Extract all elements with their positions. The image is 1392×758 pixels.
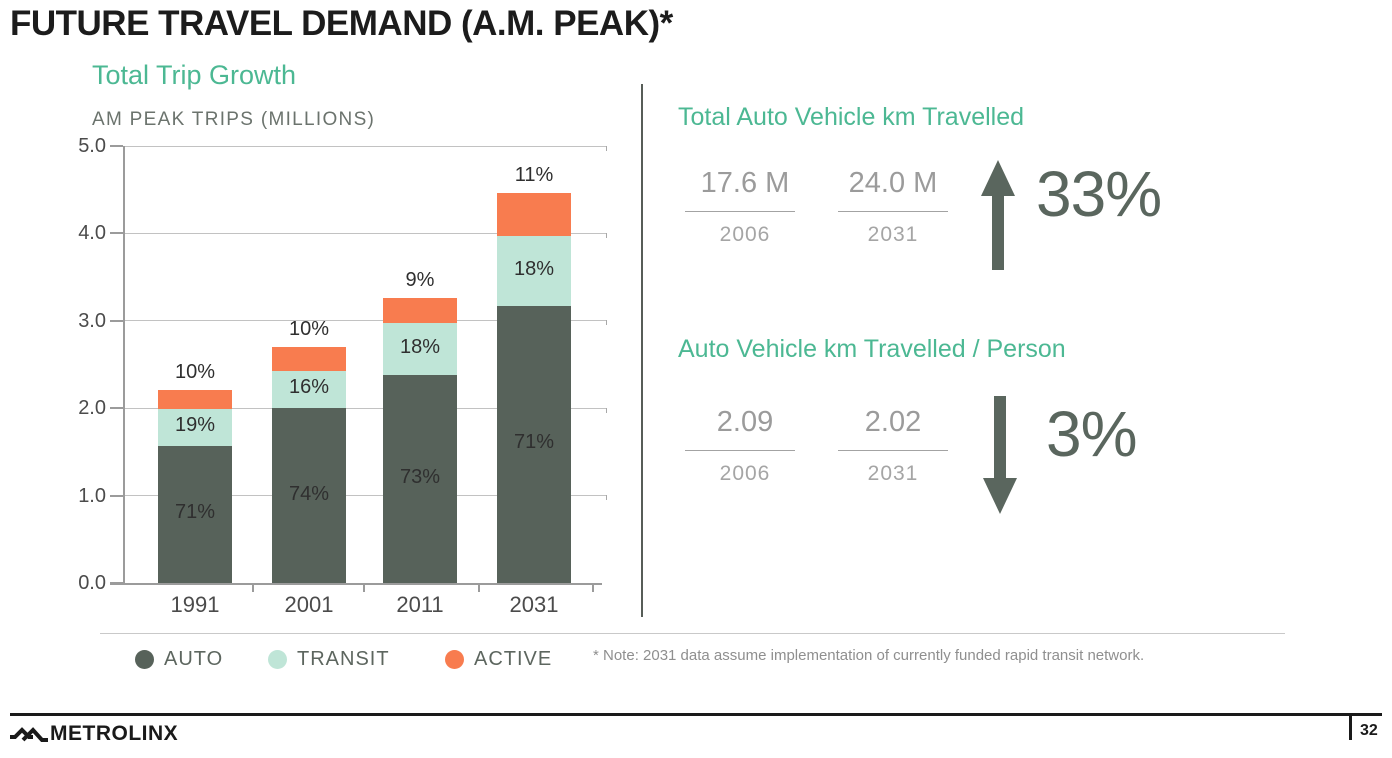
y-tick-label: 0.0 [78,572,106,594]
gridline-end-tick [606,232,607,238]
gridline-end-tick [606,145,607,151]
y-axis-tick [110,407,123,410]
page-number-tick [1349,713,1352,740]
x-axis-tick [478,584,480,592]
y-tick-label: 5.0 [78,135,106,157]
y-axis-tick [110,494,123,497]
active-percent-label: 10% [174,360,216,383]
y-gridline [123,495,607,497]
stat-underline [685,450,795,451]
footer-rule [10,713,1382,716]
x-category-label: 2001 [284,592,334,617]
bar-segment-active [383,298,457,324]
chart-title: Total Trip Growth [92,60,297,90]
auto-percent-label: 74% [288,482,330,505]
y-tick-label: 4.0 [78,222,106,245]
page-number: 32 [1360,722,1378,739]
x-axis-tick [592,584,594,592]
y-gridline [123,407,607,409]
change-percent-down: 3% [1046,398,1137,470]
stat-heading-total-vkt: Total Auto Vehicle km Travelled [678,103,1025,131]
auto-legend-swatch-icon [135,650,154,669]
bar-segment-auto [272,408,346,583]
stat-value-2006: 17.6 M [700,167,790,199]
transit-percent-label: 18% [399,336,441,359]
gridline-end-tick [606,320,607,326]
x-category-label: 2011 [396,592,444,617]
auto-percent-label: 73% [399,465,441,488]
auto-percent-label: 71% [513,431,555,454]
y-axis-tick [110,319,123,322]
auto-percent-label: 71% [174,501,216,524]
x-category-label: 1991 [170,592,220,617]
transit-percent-label: 16% [288,376,330,399]
transit-legend-swatch-icon [268,650,287,669]
stat-underline [685,211,795,212]
down-arrow-icon [983,396,1017,514]
x-axis-tick [363,584,365,592]
stat-year-2031: 2031 [867,223,919,246]
active-percent-label: 9% [405,269,435,292]
legend-label-transit: TRANSIT [297,648,390,670]
y-gridline [123,320,607,322]
x-category-label: 2031 [509,592,559,617]
stat-year-2006: 2006 [719,223,771,246]
bar-segment-transit [272,370,346,409]
bar-segment-active [158,389,232,410]
bar-segment-transit [158,409,232,446]
bar-segment-transit [497,236,571,306]
y-gridline [123,145,607,147]
stat-year-2006: 2006 [719,462,771,485]
chart-axis-title: AM PEAK TRIPS (MILLIONS) [92,109,376,130]
stat-year-2031: 2031 [867,462,919,485]
x-axis-tick [252,584,254,592]
y-tick-label: 1.0 [78,484,106,507]
bar-segment-active [497,193,571,236]
stat-value-2031: 24.0 M [848,167,938,199]
transit-percent-label: 19% [174,414,216,437]
active-percent-label: 10% [288,318,330,341]
brand-name: METROLINX [50,722,179,745]
y-tick-label: 2.0 [78,397,106,420]
y-axis-tick [110,232,123,235]
metrolinx-logo-icon [10,727,48,742]
stat-heading-vkt-per-person: Auto Vehicle km Travelled / Person [678,335,1066,363]
active-legend-swatch-icon [445,650,464,669]
up-arrow-icon [981,160,1015,270]
gridline-end-tick [606,407,607,413]
bar-segment-auto [158,445,232,583]
stat-value-2006: 2.09 [716,406,774,438]
stacked-bar-chart: 0.0 1.0 2.0 3.0 4.0 5.0 71% 19% 10% 1991 74% 16% 10%… [0,0,660,630]
y-gridline [123,232,607,234]
vertical-divider [641,84,643,617]
legend-separator [100,633,1285,634]
y-axis-tick [110,145,123,147]
x-axis-line [110,583,602,585]
stat-value-2031: 2.02 [864,406,922,438]
y-axis-line [123,146,125,584]
gridline-end-tick [606,495,607,501]
bar-segment-auto [497,305,571,583]
page-title: FUTURE TRAVEL DEMAND (A.M. PEAK)* [10,4,673,43]
bar-segment-transit [383,323,457,375]
legend-label-auto: AUTO [164,648,224,670]
footnote: * Note: 2031 data assume implementation … [593,647,1145,664]
y-tick-label: 3.0 [78,309,106,332]
legend-label-active: ACTIVE [474,648,553,670]
active-percent-label: 11% [514,164,554,187]
transit-percent-label: 18% [513,257,555,280]
stat-underline [838,211,948,212]
bar-segment-active [272,347,346,371]
change-percent-up: 33% [1036,158,1162,230]
bar-segment-auto [383,374,457,583]
stat-underline [838,450,948,451]
